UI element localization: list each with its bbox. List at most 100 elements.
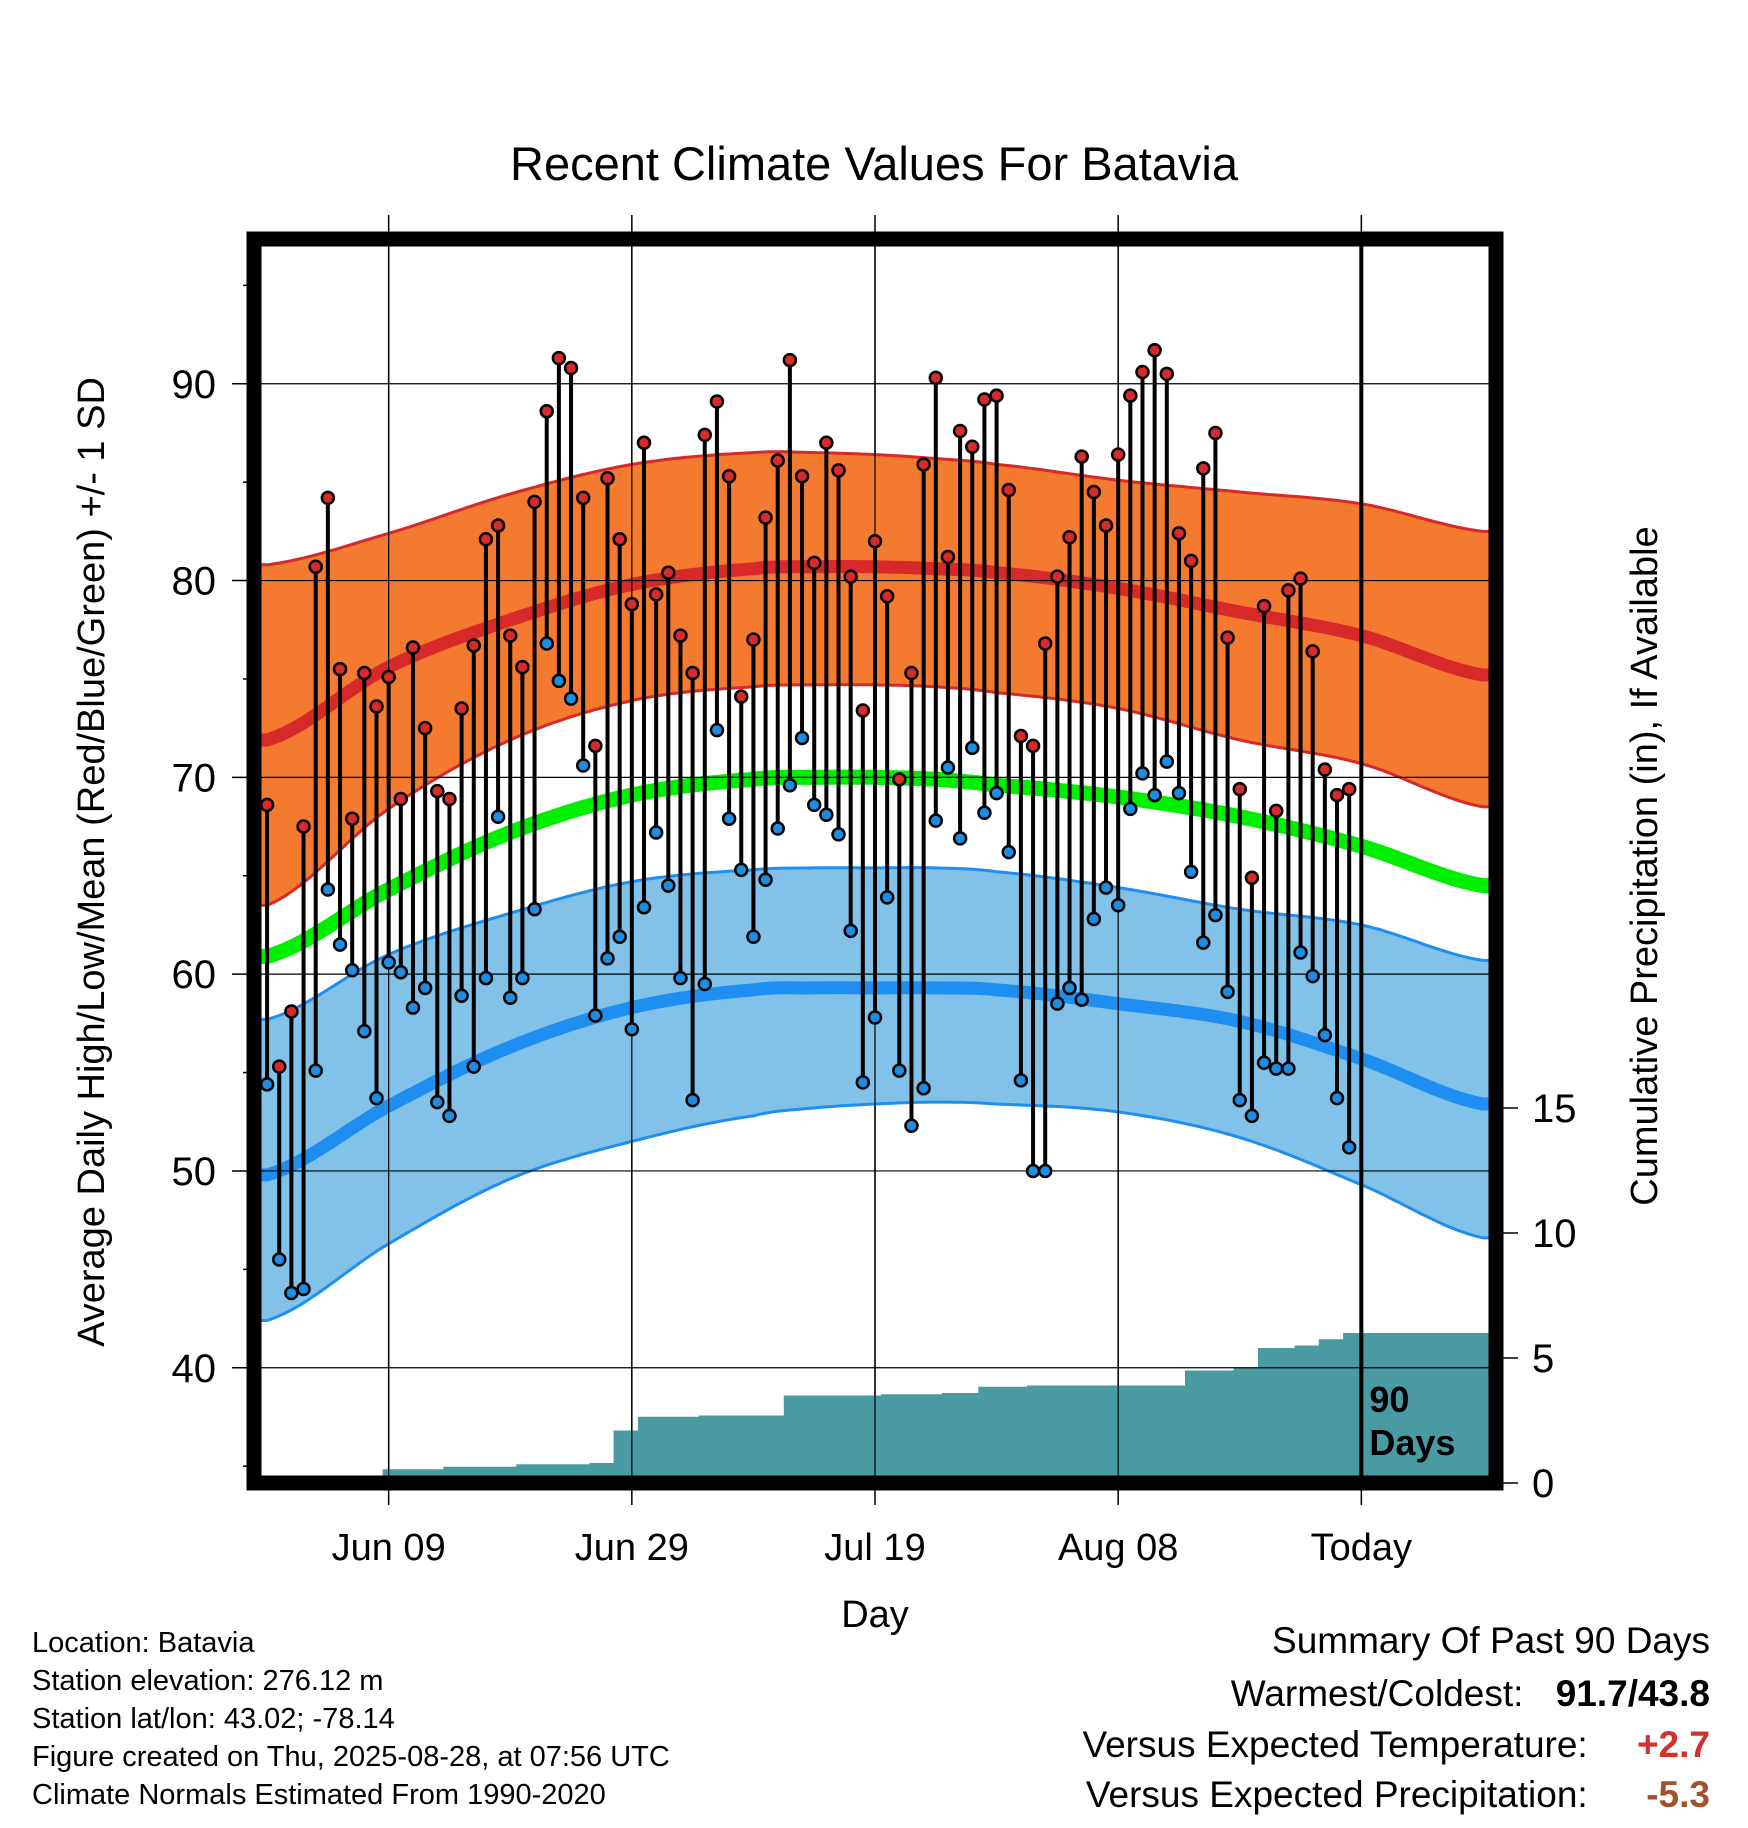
daily-low-point [685, 1092, 700, 1108]
daily-high-point [952, 423, 968, 439]
daily-high-point [393, 791, 409, 807]
daily-high-point [369, 699, 384, 714]
daily-low-point [1183, 864, 1199, 880]
daily-high-point [1110, 447, 1126, 462]
daily-high-point [284, 1004, 299, 1019]
daily-low-point [466, 1059, 482, 1074]
daily-high-point [1220, 630, 1235, 645]
daily-low-point [928, 813, 944, 828]
daily-high-point [806, 555, 822, 571]
x-tick-label: Today [1311, 1527, 1412, 1569]
daily-low-point [1123, 801, 1138, 817]
daily-high-point [1135, 364, 1150, 380]
daily-high-point [575, 490, 591, 506]
summary-precipitation: Versus Expected Precipitation: -5.3 [1086, 1774, 1710, 1816]
daily-low-point [1074, 992, 1089, 1007]
daily-low-point [1220, 984, 1235, 1000]
daily-high-point [965, 439, 980, 454]
daily-low-point [527, 901, 542, 917]
daily-low-point [588, 1008, 603, 1023]
daily-high-point [782, 352, 798, 368]
daily-low-point [1268, 1061, 1284, 1076]
daily-high-point [490, 518, 506, 533]
daily-high-point [624, 596, 640, 612]
precipitation-label: Versus Expected Precipitation: [1085, 1774, 1588, 1815]
daily-low-point [442, 1108, 457, 1124]
daily-low-point [369, 1090, 384, 1106]
daily-high-point [527, 494, 542, 510]
daily-low-point [454, 988, 469, 1004]
daily-low-point [1305, 968, 1320, 984]
daily-high-point [1147, 343, 1162, 358]
days-label-number: 90 [1369, 1379, 1409, 1420]
daily-low-point [721, 811, 737, 826]
daily-high-point [1074, 449, 1089, 464]
daily-low-point [502, 990, 518, 1006]
daily-high-point [770, 453, 785, 468]
daily-low-point [770, 821, 785, 836]
daily-low-point [1037, 1163, 1053, 1179]
days-label-word: Days [1369, 1422, 1455, 1463]
y2-tick-label: 15 [1532, 1087, 1577, 1131]
warmest-value: 91.7 [1555, 1673, 1628, 1714]
daily-low-point [1244, 1108, 1260, 1124]
y-tick-label: 80 [172, 560, 217, 604]
daily-high-point [344, 811, 360, 826]
chart-title: Recent Climate Values For Batavia [510, 137, 1239, 190]
daily-low-point [1329, 1090, 1345, 1106]
daily-high-point [478, 531, 494, 547]
daily-low-point [296, 1281, 311, 1297]
daily-low-point [344, 962, 360, 978]
location-text: Location: Batavia [32, 1627, 255, 1659]
daily-high-point [1159, 366, 1175, 382]
x-tick-label: Jun 29 [575, 1527, 689, 1569]
daily-low-point [551, 673, 567, 689]
daily-high-point [879, 589, 895, 604]
latlon-text: Station lat/lon: 43.02; -78.14 [32, 1703, 395, 1735]
daily-high-point [1305, 644, 1320, 659]
daily-high-point [1098, 518, 1114, 533]
daily-high-point [539, 404, 554, 419]
daily-high-point [673, 628, 688, 643]
daily-low-point [867, 1010, 883, 1025]
daily-low-point [1256, 1055, 1272, 1070]
y-tick-label: 70 [172, 756, 217, 800]
daily-low-point [709, 722, 725, 738]
daily-high-point [867, 533, 883, 549]
daily-high-point [636, 435, 652, 451]
x-tick-label: Jul 19 [824, 1527, 925, 1569]
daily-low-point [430, 1094, 445, 1110]
daily-high-point [1256, 598, 1272, 614]
daily-low-point [1062, 980, 1077, 996]
y2-tick-label: 0 [1532, 1462, 1554, 1506]
daily-high-point [855, 703, 871, 718]
daily-high-point [381, 669, 396, 685]
daily-low-point [758, 872, 773, 887]
daily-high-point [466, 638, 482, 653]
daily-low-point [1025, 1163, 1041, 1179]
daily-low-point [308, 1063, 323, 1078]
daily-low-point [1232, 1092, 1248, 1108]
daily-low-point [1281, 1061, 1296, 1076]
temperature-label: Versus Expected Temperature: [1082, 1724, 1588, 1765]
daily-low-point [879, 890, 895, 905]
daily-low-point [1050, 996, 1065, 1011]
y-tick-label: 40 [172, 1347, 217, 1391]
daily-low-point [1147, 787, 1162, 803]
y-tick-label: 90 [172, 363, 217, 407]
daily-low-point [989, 785, 1004, 801]
daily-low-point [1317, 1027, 1333, 1043]
daily-low-point [612, 929, 627, 945]
daily-high-point [417, 720, 433, 736]
daily-low-point [417, 980, 433, 996]
daily-low-point [1135, 766, 1150, 781]
daily-low-point [490, 809, 506, 824]
y-axis-label: Average Daily High/Low/Mean (Red/Blue/Gr… [71, 377, 113, 1347]
precipitation-anomaly-value: -5.3 [1646, 1774, 1710, 1815]
x-tick-label: Aug 08 [1058, 1527, 1178, 1569]
y2-tick-label: 10 [1532, 1212, 1577, 1256]
daily-high-point [1232, 781, 1248, 797]
daily-low-point [636, 899, 652, 915]
x-axis-tick-labels: Jun 09 Jun 29 Jul 19 Aug 08 Today [332, 1527, 1412, 1569]
